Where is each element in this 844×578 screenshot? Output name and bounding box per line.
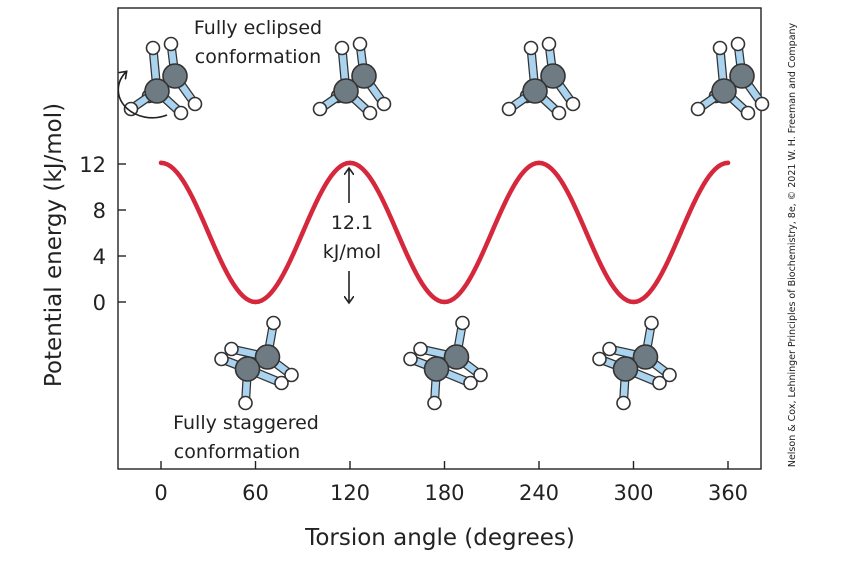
data-point [631, 299, 636, 305]
data-point [513, 181, 518, 186]
x-tick-label: 0 [154, 481, 167, 505]
ethane-eclipsed-molecule-icon [501, 36, 581, 121]
y-axis: 0 4 8 12 [79, 153, 126, 315]
x-tick-label: 240 [519, 481, 559, 505]
data-point [489, 230, 494, 235]
data-point [347, 160, 353, 166]
x-axis-title: Torsion angle (degrees) [304, 525, 575, 551]
data-point [607, 279, 613, 284]
copyright-credit: Nelson & Cox, Lehninger Principles of Bi… [787, 22, 798, 467]
plot-frame [117, 7, 762, 470]
ethane-eclipsed-molecule-icon [312, 36, 392, 121]
y-tick-label: 4 [93, 245, 106, 269]
eclipsed-label-line2: conformation [195, 46, 321, 68]
x-tick-label: 180 [424, 481, 464, 505]
data-point [158, 160, 164, 166]
data-point [395, 230, 400, 235]
x-axis: 0 60 120 180 240 300 360 [154, 461, 748, 505]
data-point [725, 160, 731, 166]
staggered-label-line1: Fully staggered [173, 412, 319, 434]
data-point [678, 230, 683, 235]
staggered-label-line2: conformation [174, 441, 300, 463]
energy-curve-line [158, 160, 731, 305]
data-point [206, 230, 211, 235]
data-point [418, 279, 424, 284]
data-point [536, 160, 542, 166]
x-tick-label: 60 [242, 481, 269, 505]
ethane-eclipsed-molecule-icon [690, 36, 770, 121]
data-point [324, 181, 329, 186]
x-tick-label: 360 [708, 481, 748, 505]
data-point [276, 279, 282, 284]
y-axis-title: Potential energy (kJ/mol) [41, 103, 67, 387]
data-point [371, 181, 376, 186]
x-tick-label: 120 [330, 481, 370, 505]
barrier-unit-label: kJ/mol [323, 241, 381, 263]
y-tick-label: 12 [79, 153, 106, 177]
data-point [229, 279, 235, 284]
rotation-arrow-icon [117, 72, 168, 119]
data-point [253, 299, 258, 305]
y-tick-label: 0 [93, 291, 106, 315]
molecule-layer [123, 36, 770, 411]
ethane-staggered-molecule-icon [214, 315, 299, 411]
data-point [300, 230, 305, 235]
data-point [584, 230, 589, 235]
ethane-eclipsed-molecule-icon [123, 36, 203, 121]
data-point [654, 279, 660, 284]
data-point [702, 181, 707, 186]
data-point [560, 181, 565, 186]
eclipsed-label-line1: Fully eclipsed [194, 17, 322, 39]
ethane-staggered-molecule-icon [592, 315, 677, 411]
ethane-staggered-molecule-icon [403, 315, 488, 411]
data-point [182, 181, 187, 186]
energy-curve-points [158, 160, 731, 305]
y-tick-label: 8 [93, 199, 106, 223]
data-point [442, 299, 447, 305]
barrier-value-label: 12.1 [331, 212, 373, 234]
x-tick-label: 300 [613, 481, 653, 505]
data-point [465, 279, 471, 284]
